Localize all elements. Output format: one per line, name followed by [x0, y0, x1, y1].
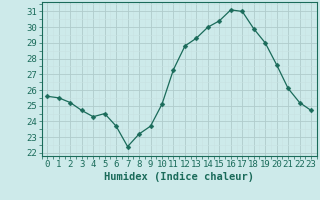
X-axis label: Humidex (Indice chaleur): Humidex (Indice chaleur) — [104, 172, 254, 182]
